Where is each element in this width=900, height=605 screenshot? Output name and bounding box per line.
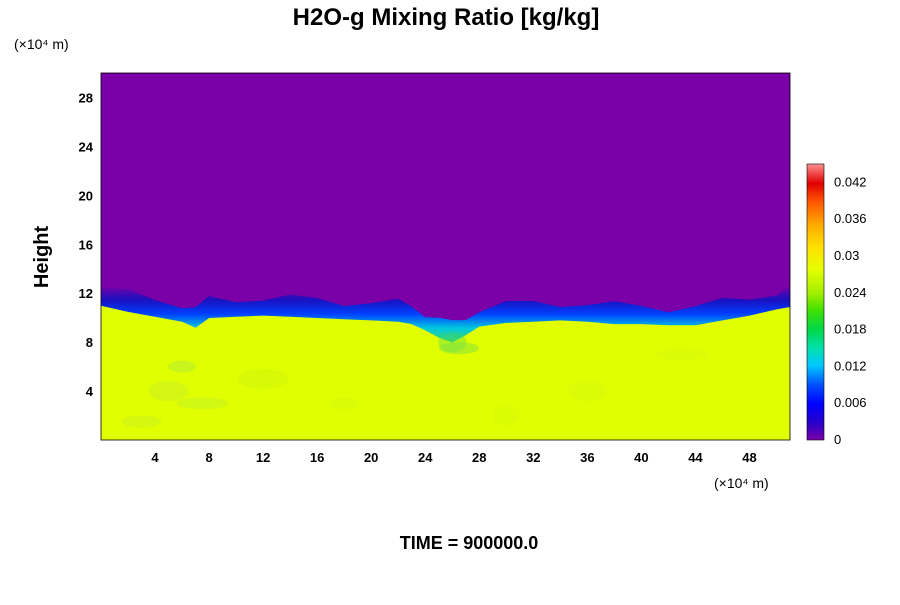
x-tick-label: 20 [364, 450, 378, 465]
field-lower-region [101, 301, 790, 440]
field-texture-blob [168, 360, 197, 373]
x-tick-label: 12 [256, 450, 270, 465]
y-tick-label: 12 [79, 286, 93, 301]
x-tick-label: 8 [205, 450, 212, 465]
field-texture-blob [148, 381, 189, 402]
chart-title: H2O-g Mixing Ratio [kg/kg] [293, 4, 600, 31]
y-tick-labels: 4 8 12 16 20 24 28 [79, 90, 94, 399]
colorbar-tick-labels: 0 0.006 0.012 0.018 0.024 0.03 0.036 0.042 [834, 174, 867, 447]
y-axis-unit: (×10⁴ m) [14, 36, 69, 52]
plot-area [100, 72, 791, 441]
colorbar-tick-label: 0.012 [834, 358, 867, 373]
x-tick-label: 32 [526, 450, 540, 465]
y-axis-label: Height [31, 226, 53, 289]
field-texture-blob [237, 368, 290, 389]
time-label: TIME = 900000.0 [400, 533, 539, 553]
colorbar-tick-label: 0 [834, 432, 841, 447]
field-texture-blob [121, 415, 162, 428]
y-tick-label: 24 [79, 139, 94, 154]
colorbar-tick-label: 0.024 [834, 285, 867, 300]
colorbar-tick-label: 0.018 [834, 322, 867, 337]
y-tick-label: 8 [86, 335, 93, 350]
field-boundary-band [101, 285, 790, 343]
y-tick-label: 28 [79, 90, 93, 105]
colorbar [806, 163, 825, 441]
x-tick-label: 28 [472, 450, 486, 465]
x-tick-labels: 4 8 12 16 20 24 28 32 36 40 44 48 [151, 450, 756, 465]
x-tick-label: 36 [580, 450, 594, 465]
x-tick-label: 48 [742, 450, 756, 465]
field-texture-blob [492, 405, 521, 426]
y-tick-label: 16 [79, 237, 93, 252]
field-texture-blob [330, 397, 359, 410]
field-texture-blob [655, 348, 708, 361]
y-tick-label: 4 [86, 384, 94, 399]
field-texture-blob [438, 332, 467, 353]
x-tick-label: 44 [688, 450, 703, 465]
x-tick-label: 24 [418, 450, 433, 465]
field-texture-blob [176, 397, 229, 410]
colorbar-tick-label: 0.006 [834, 395, 867, 410]
field-texture-blob [439, 342, 480, 355]
colorbar-tick-label: 0.036 [834, 211, 867, 226]
plot-frame [100, 72, 791, 441]
field-texture-blob [567, 381, 608, 402]
x-tick-label: 40 [634, 450, 648, 465]
x-tick-label: 4 [151, 450, 159, 465]
x-axis-unit: (×10⁴ m) [714, 475, 769, 491]
x-tick-label: 16 [310, 450, 324, 465]
field-texture [121, 332, 708, 428]
colorbar-tick-label: 0.042 [834, 174, 867, 189]
y-tick-label: 20 [79, 188, 93, 203]
colorbar-tick-label: 0.03 [834, 248, 859, 263]
